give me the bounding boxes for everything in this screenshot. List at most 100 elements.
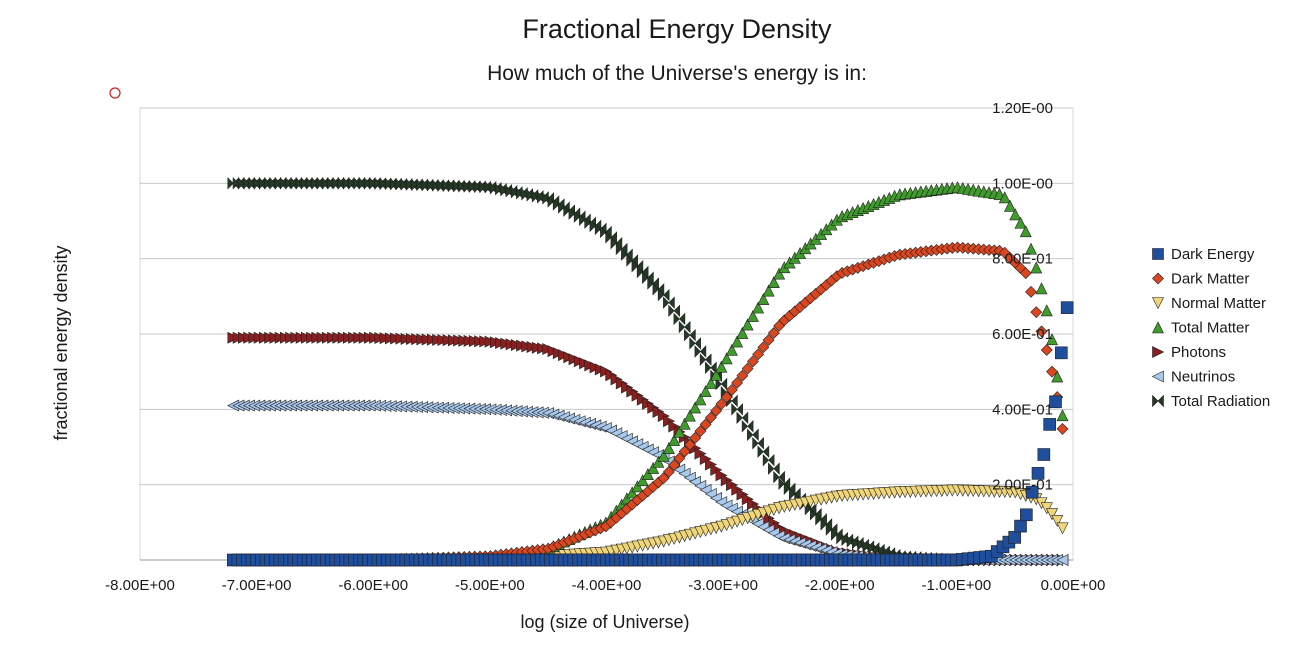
legend-item: Normal Matter	[1152, 295, 1266, 312]
x-tick-label: -8.00E+00	[105, 577, 175, 594]
data-point	[657, 288, 670, 302]
legend-label: Total Matter	[1171, 320, 1249, 337]
data-point	[1040, 304, 1053, 317]
y-tick-label: 8.00E-01	[992, 251, 1053, 268]
data-point	[757, 292, 770, 305]
data-point	[715, 398, 728, 410]
x-axis-label: log (size of Universe)	[520, 612, 689, 632]
data-point	[747, 428, 759, 441]
legend-label: Dark Energy	[1171, 246, 1255, 263]
y-tick-label: 1.20E-00	[992, 100, 1053, 117]
legend-label: Total Radiation	[1171, 393, 1270, 410]
data-point	[678, 417, 691, 430]
data-point	[1031, 467, 1045, 480]
data-point	[673, 312, 686, 326]
data-point	[652, 455, 665, 468]
data-point	[1056, 554, 1069, 566]
data-point	[741, 362, 754, 375]
data-point	[1009, 208, 1022, 221]
legend-label: Dark Matter	[1171, 271, 1249, 288]
y-tick-label: 1.00E-00	[992, 175, 1053, 192]
legend-item: Neutrinos	[1151, 369, 1235, 386]
plot-area: 2.00E-01 4.00E-01 6.00E-01 8.00E-01 1.00E-00…	[105, 100, 1105, 594]
data-point	[767, 327, 780, 339]
legend-label: Normal Matter	[1171, 295, 1266, 312]
data-point	[1051, 370, 1064, 383]
data-point	[678, 320, 691, 334]
data-point	[1051, 515, 1064, 527]
data-point	[1014, 216, 1027, 229]
legend: Dark Energy Dark Matter Normal Matter Total…	[1151, 246, 1270, 410]
data-point	[662, 442, 675, 455]
chart-title: Fractional Energy Density	[522, 14, 832, 44]
legend-item: Total Matter	[1152, 320, 1249, 337]
legend-item: Photons	[1152, 344, 1226, 361]
data-point	[663, 296, 675, 309]
data-point	[1043, 418, 1056, 431]
y-tick-label: 6.00E-01	[992, 326, 1053, 343]
data-point	[631, 480, 644, 493]
data-point	[1056, 522, 1069, 535]
data-point	[699, 418, 712, 431]
data-point	[768, 462, 780, 475]
legend-label: Neutrinos	[1171, 369, 1235, 386]
data-point	[736, 369, 749, 382]
data-point	[731, 403, 743, 416]
data-point	[736, 411, 749, 425]
data-point	[720, 391, 733, 403]
data-point	[1056, 422, 1069, 435]
data-point	[689, 337, 701, 350]
data-point	[1025, 285, 1037, 298]
data-point	[689, 432, 702, 444]
legend-item: Dark Energy	[1152, 246, 1255, 263]
data-point	[1014, 519, 1027, 533]
legend-marker-icon	[1152, 248, 1164, 260]
data-point	[767, 276, 780, 289]
x-tick-label: -4.00E+00	[572, 577, 642, 594]
legend-marker-icon	[1152, 394, 1164, 408]
data-point	[757, 445, 770, 458]
data-point	[689, 401, 702, 414]
legend-item: Total Radiation	[1152, 393, 1270, 410]
x-tick-label: 0.00E+00	[1041, 577, 1106, 594]
data-point	[1035, 282, 1048, 295]
data-point	[1060, 301, 1074, 314]
data-point	[704, 411, 717, 424]
data-point	[731, 376, 744, 389]
data-point	[752, 437, 764, 450]
series-layer	[227, 177, 1074, 567]
x-tick-label: -3.00E+00	[688, 577, 758, 594]
y-tick-labels: 2.00E-01 4.00E-01 6.00E-01 8.00E-01 1.00E-00…	[992, 100, 1053, 494]
legend-marker-icon	[1152, 346, 1165, 358]
x-tick-label: -6.00E+00	[338, 577, 408, 594]
data-point	[657, 472, 670, 485]
data-point	[647, 461, 660, 474]
x-tick-label: -5.00E+00	[455, 577, 525, 594]
data-point	[752, 301, 765, 314]
data-point	[694, 425, 707, 438]
data-point	[725, 384, 738, 396]
data-point	[757, 341, 770, 354]
data-point	[1025, 485, 1039, 499]
legend-marker-icon	[1151, 370, 1164, 383]
legend-marker-icon	[1152, 297, 1164, 310]
data-point	[1056, 409, 1069, 422]
data-point	[673, 425, 686, 438]
legend-marker-icon	[1152, 321, 1164, 334]
data-point	[762, 334, 775, 347]
data-point	[1019, 267, 1032, 280]
data-point	[741, 420, 754, 433]
data-point	[668, 459, 681, 472]
y-tick-label: 4.00E-01	[992, 401, 1053, 418]
data-point	[683, 409, 696, 422]
legend-item: Dark Matter	[1152, 271, 1249, 288]
data-point	[710, 368, 723, 381]
x-tick-labels: -8.00E+00 -7.00E+00 -6.00E+00 -5.00E+00 -4.0…	[105, 577, 1105, 594]
data-point	[1055, 346, 1068, 360]
data-point	[678, 445, 691, 458]
data-point	[1037, 448, 1051, 461]
data-point	[1049, 395, 1062, 409]
data-point	[704, 376, 717, 389]
data-point	[762, 284, 775, 297]
data-point	[741, 318, 754, 331]
